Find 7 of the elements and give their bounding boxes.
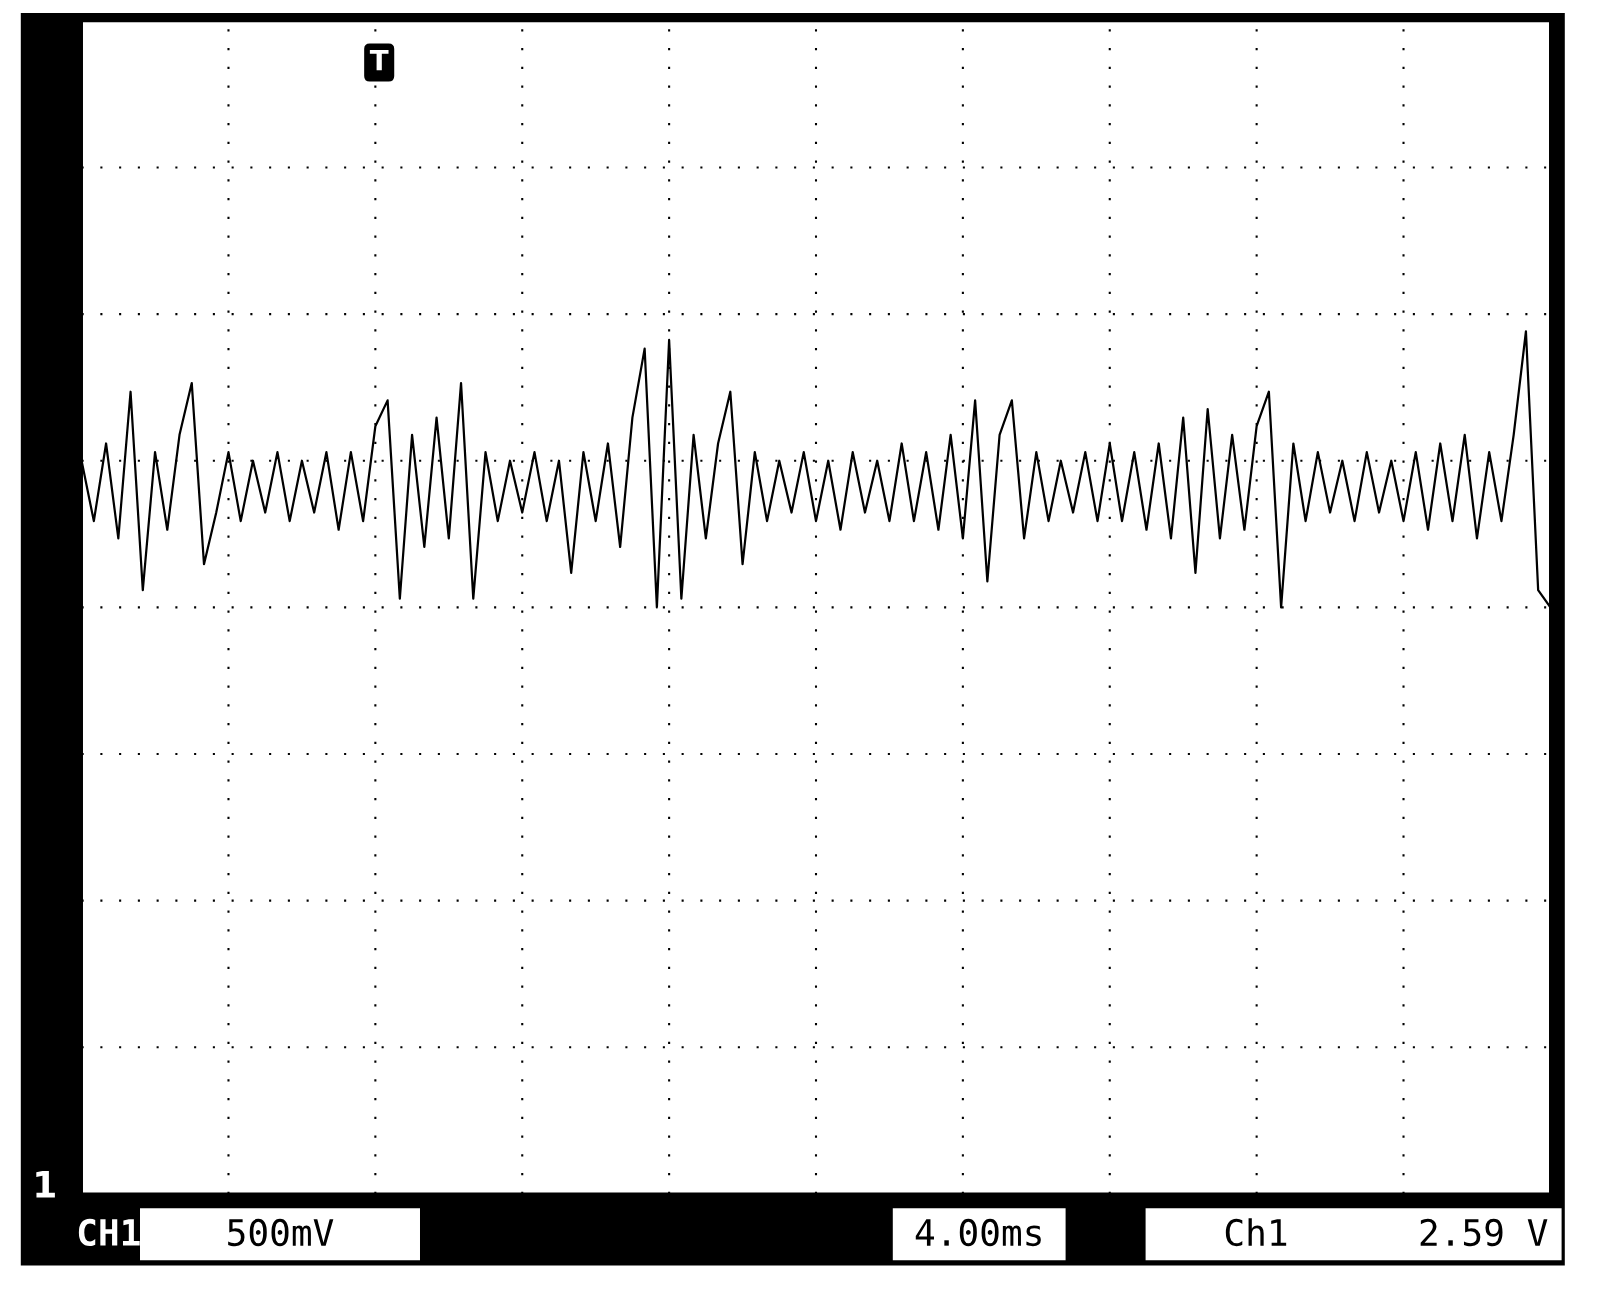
text: 2.59 V [1420, 1218, 1548, 1247]
text: 1 [36, 1171, 55, 1198]
text: 4.00ms [915, 1218, 1041, 1247]
text: 500mV [228, 1218, 334, 1247]
text: T [369, 49, 389, 71]
text: CH1 [78, 1218, 140, 1247]
text: Ch1 [1225, 1218, 1287, 1247]
